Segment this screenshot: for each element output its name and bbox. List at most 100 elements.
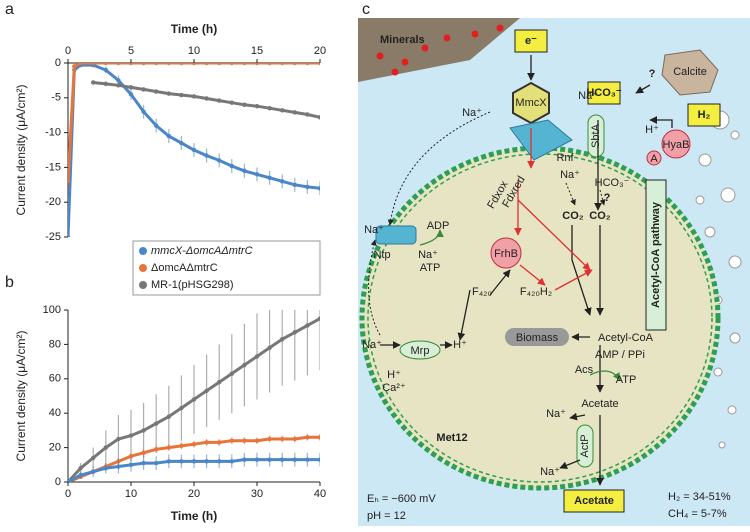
data-point [204, 153, 209, 158]
diagram-label: Met12 [436, 432, 467, 444]
diagram-label: MmcX [515, 97, 547, 109]
diagram-label: Na⁺ [362, 339, 382, 351]
data-point [103, 466, 109, 471]
data-point [242, 102, 247, 107]
bubble [730, 130, 740, 140]
data-point [68, 234, 71, 237]
hyab [661, 129, 691, 159]
hyab-a [646, 150, 662, 166]
data-point [280, 63, 285, 66]
y-tick-label: 80 [49, 338, 61, 350]
data-point [254, 63, 260, 66]
legend-box [132, 240, 321, 296]
data-point [128, 454, 134, 459]
data-point [204, 388, 209, 394]
legend-marker [139, 264, 147, 272]
data-point [191, 397, 197, 402]
data-point [204, 459, 209, 464]
data-point [179, 459, 184, 464]
data-point [267, 175, 272, 181]
data-point [292, 457, 297, 462]
legend-marker [139, 281, 147, 289]
diagram-label: Biomass [516, 332, 559, 344]
data-point [254, 172, 260, 177]
bubble [720, 187, 736, 203]
diagram-label: H⁺ [645, 124, 659, 136]
diagram-label: F₄₂₀ [472, 286, 492, 298]
y-tick-label: -25 [45, 231, 61, 243]
data-point [68, 179, 71, 184]
data-point [292, 330, 297, 335]
data-point [179, 405, 184, 411]
data-point [116, 78, 121, 83]
acetyl-coa-box [645, 179, 667, 331]
diagram-label: H⁺ [387, 369, 401, 381]
data-point [116, 464, 121, 469]
data-point [317, 435, 320, 440]
data-point [154, 460, 159, 466]
x-tick-label: 10 [188, 45, 200, 57]
data-point [179, 63, 184, 66]
dotted-arrow [387, 111, 491, 226]
data-point [317, 316, 320, 321]
diagram-label: HyaB [663, 139, 690, 151]
data-point [217, 158, 222, 163]
diagram-label: H₂ [698, 109, 711, 121]
diagram-label: FrhB [494, 248, 518, 260]
diagram-label: CO₂ [562, 210, 584, 222]
x-tick-label: 30 [251, 488, 263, 500]
diagram-label: H₂ = 34-51% [668, 491, 731, 503]
data-point [116, 436, 121, 442]
data-point [229, 163, 234, 169]
mrp [399, 340, 441, 360]
data-point [217, 63, 222, 66]
x-tick-label: 15 [251, 45, 263, 57]
data-point [229, 371, 234, 376]
arrow [571, 225, 592, 316]
diagram-label: Acetate [574, 495, 614, 507]
mineral-dot [496, 24, 504, 32]
data-point [242, 168, 247, 174]
bubble [729, 332, 741, 344]
data-point [229, 100, 234, 105]
data-point [141, 450, 146, 455]
diagram-label: Mrp [411, 345, 430, 357]
bubble [728, 255, 742, 269]
y-tick-label: 0 [55, 476, 61, 488]
data-point [166, 91, 171, 96]
data-point [217, 380, 222, 385]
data-point [166, 63, 171, 66]
data-point [280, 436, 285, 442]
data-point [191, 147, 197, 153]
y-tick-label: 100 [43, 304, 61, 316]
legend-marker [139, 247, 147, 255]
diagram-label: Ca²⁺ [382, 382, 406, 394]
data-point [229, 459, 234, 464]
data-point [154, 421, 159, 426]
diagram-label: Eₕ = −600 mV [367, 493, 436, 505]
data-point [292, 436, 297, 442]
data-point [128, 462, 134, 467]
panel-letter: a [5, 1, 14, 18]
diagram-label: SbtA [590, 123, 602, 148]
data-point [78, 466, 83, 471]
data-point [317, 457, 320, 462]
data-point [72, 64, 77, 69]
data-point [204, 63, 209, 66]
data-point [242, 457, 247, 462]
y-tick-label: -20 [45, 196, 61, 208]
diagram-label: Na⁺ [560, 169, 580, 181]
data-point [305, 184, 310, 190]
mineral-dot [391, 68, 399, 76]
data-point [317, 63, 320, 66]
data-point [179, 140, 184, 146]
rnf [509, 119, 573, 161]
diagram-label: Ntp [373, 249, 390, 261]
data-point [305, 457, 310, 462]
data-point [305, 323, 310, 328]
data-point [292, 110, 297, 115]
data-point [128, 92, 134, 97]
data-point [191, 63, 197, 66]
data-point [179, 92, 184, 98]
dotted-arrow [599, 189, 606, 206]
